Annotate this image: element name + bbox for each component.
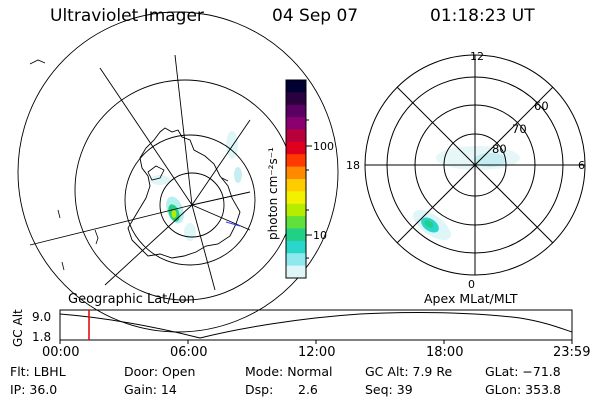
geo-grid [17,11,339,333]
info-gc-alt: GC Alt: 7.9 Re [365,364,453,379]
info-seq: Seq: 39 [365,382,413,397]
mlat-label-60: 60 [534,99,549,113]
polar-plot: 12 0 18 6 60 70 80 [346,50,586,291]
info-door: Door: Open [124,364,196,379]
timeline-xtick-2359: 23:59 [553,345,591,360]
geographic-map [17,11,339,333]
altitude-curve [59,311,573,339]
colorbar-segment [286,154,306,168]
mlt-label-18: 18 [346,159,360,172]
image-time: 01:18:23 UT [430,6,535,26]
colorbar-segment [286,265,306,279]
timeline-xtick-1800: 18:00 [426,345,464,360]
info-gain: Gain: 14 [124,382,177,397]
timeline-ytick-max: 9.0 [32,310,51,324]
altitude-timeline [59,309,573,344]
colorbar-tick-100: 100 [313,140,334,153]
timeline-xtick-0600: 06:00 [170,345,208,360]
colorbar-frame [285,79,307,279]
timeline-frame [59,309,573,341]
timeline-ytick-min: 1.8 [32,330,51,344]
colorbar-ticks [306,119,312,259]
image-date: 04 Sep 07 [272,6,359,26]
colorbar-segment [286,129,306,143]
colorbar-segment [286,203,306,217]
left-panel-caption: Geographic Lat/Lon [68,292,195,307]
colorbar-segment [286,80,306,93]
polar-emission [413,146,520,241]
info-glat: GLat: −71.8 [485,364,561,379]
info-dsp-label: Dsp: [245,382,274,397]
colorbar-segment [286,228,306,242]
colorbar-segment [286,240,306,254]
info-filter: Flt: LBHL [10,364,66,379]
colorbar-segment [286,191,306,205]
colorbar-segment [286,141,306,155]
colorbar-segment [286,179,306,192]
colorbar-segment [286,216,306,229]
colorbar-segment [286,104,306,118]
timeline-xtick-1200: 12:00 [298,345,336,360]
mlat-label-70: 70 [512,122,527,136]
colorbar-tick-10: 10 [313,229,327,242]
auroral-emission [150,131,242,241]
colorbar-segment [286,117,306,130]
mlt-label-6: 6 [578,159,585,172]
info-mode: Mode: Normal [245,364,333,379]
right-panel-caption: Apex MLat/MLT [424,291,518,306]
info-glon: GLon: 353.8 [485,382,561,397]
colorbar-segment [286,253,306,267]
colorbar-segment [286,166,306,180]
info-dsp-value: 2.6 [298,382,318,397]
mlt-label-0: 0 [468,278,475,291]
mlt-label-12: 12 [470,50,484,63]
colorbar [285,79,307,279]
app-title: Ultraviolet Imager [50,6,204,26]
colorbar-label: photon cm⁻²s⁻¹ [266,147,280,240]
mlat-label-80: 80 [492,142,507,156]
timeline-xtick-0000: 00:00 [42,345,80,360]
coastline-antarctica [127,127,241,259]
polar-grid [364,54,586,276]
timeline-axis-label: GC Alt [11,309,25,347]
colorbar-segment [286,92,306,106]
info-ip: IP: 36.0 [10,382,58,397]
